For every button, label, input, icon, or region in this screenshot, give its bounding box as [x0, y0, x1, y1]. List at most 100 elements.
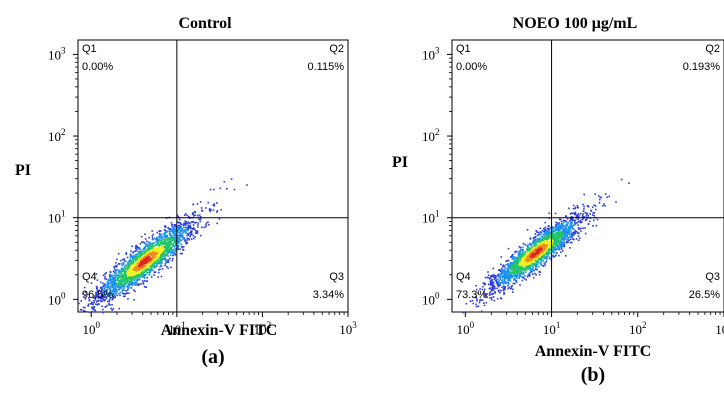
event-dot — [109, 291, 112, 293]
event-dot — [122, 277, 125, 279]
event-dot — [514, 267, 517, 270]
event-dot — [532, 240, 535, 242]
event-dot — [575, 213, 577, 216]
event-dot — [545, 250, 548, 252]
event-dot — [150, 258, 152, 260]
event-dot — [510, 275, 513, 277]
event-dot — [515, 274, 518, 277]
event-dot — [496, 281, 499, 283]
event-dot — [136, 250, 139, 253]
event-dot — [199, 201, 202, 203]
event-dot — [216, 210, 219, 212]
event-dot — [169, 240, 171, 243]
event-dot — [564, 226, 566, 228]
event-dot — [110, 279, 112, 282]
event-dot — [97, 302, 100, 305]
event-dot — [541, 229, 544, 232]
event-dot — [182, 234, 184, 237]
event-dot — [194, 211, 197, 213]
event-dot — [96, 300, 98, 303]
event-dot — [519, 284, 521, 286]
event-dot — [565, 226, 568, 229]
event-dot — [193, 214, 195, 217]
event-dot — [571, 241, 573, 244]
event-dot — [156, 242, 159, 245]
event-dot — [506, 268, 509, 271]
event-dot — [507, 282, 510, 285]
event-dot — [483, 288, 486, 291]
event-dot — [541, 235, 544, 238]
event-dot — [524, 260, 527, 262]
event-dot — [167, 237, 170, 239]
event-dot — [560, 246, 563, 249]
event-dot — [497, 273, 500, 276]
event-dot — [536, 268, 538, 271]
event-dot — [137, 256, 140, 258]
event-dot — [160, 257, 162, 260]
event-dot — [511, 285, 513, 287]
event-dot — [109, 292, 112, 295]
event-dot — [121, 274, 124, 276]
panel-title: NOEO 100 μg/mL — [513, 15, 638, 32]
event-dot — [510, 256, 513, 258]
event-dot — [181, 228, 184, 230]
event-dot — [134, 290, 136, 293]
event-dot — [502, 287, 505, 289]
event-dot — [143, 241, 146, 244]
event-dot — [558, 244, 561, 247]
event-dot — [135, 253, 137, 256]
event-dot — [529, 257, 532, 259]
event-dot — [546, 230, 549, 233]
event-dot — [146, 269, 148, 271]
event-dot — [177, 227, 179, 229]
event-dot — [216, 211, 218, 213]
event-dot — [93, 300, 95, 302]
event-dot — [516, 273, 518, 276]
x-axis-label: Annexin-V FITC — [535, 343, 652, 360]
event-dot — [499, 282, 501, 284]
event-dot — [592, 219, 595, 222]
event-dot — [587, 214, 590, 217]
event-dot — [559, 239, 562, 242]
event-dot — [171, 225, 173, 227]
event-dots — [462, 178, 630, 314]
event-dot — [566, 240, 568, 243]
event-dot — [548, 246, 551, 248]
event-dot — [151, 252, 153, 255]
event-dot — [483, 283, 485, 285]
event-dot — [174, 241, 177, 243]
event-dot — [521, 261, 524, 264]
event-dot — [564, 231, 566, 234]
event-dot — [569, 223, 572, 225]
event-dot — [129, 255, 132, 257]
event-dot — [180, 243, 182, 246]
event-dot — [520, 264, 522, 267]
event-dot — [151, 268, 153, 270]
event-dot — [593, 204, 595, 206]
event-dot — [179, 235, 181, 238]
event-dot — [529, 264, 532, 267]
event-dot — [512, 263, 514, 266]
event-dot — [107, 279, 109, 281]
event-dot — [535, 245, 537, 247]
event-dot — [546, 257, 548, 260]
event-dot — [87, 305, 90, 307]
event-dot — [195, 221, 197, 224]
event-dot — [174, 231, 177, 233]
event-dot — [126, 278, 129, 280]
panel-treatment: NOEO 100 μg/mL PI Annexin-V FITC (b) 100… — [392, 15, 724, 386]
event-dot — [107, 286, 110, 289]
event-dot — [84, 306, 86, 309]
event-dot — [505, 270, 507, 273]
event-dot — [157, 263, 159, 265]
event-dot — [514, 283, 516, 285]
event-dot — [158, 255, 160, 258]
event-dot — [128, 281, 131, 284]
event-dot — [569, 221, 572, 224]
event-dot — [534, 262, 536, 265]
event-dot — [512, 257, 514, 260]
event-dot — [492, 292, 495, 295]
event-dot — [117, 279, 120, 281]
event-dot — [569, 227, 571, 229]
event-dot — [530, 245, 533, 247]
